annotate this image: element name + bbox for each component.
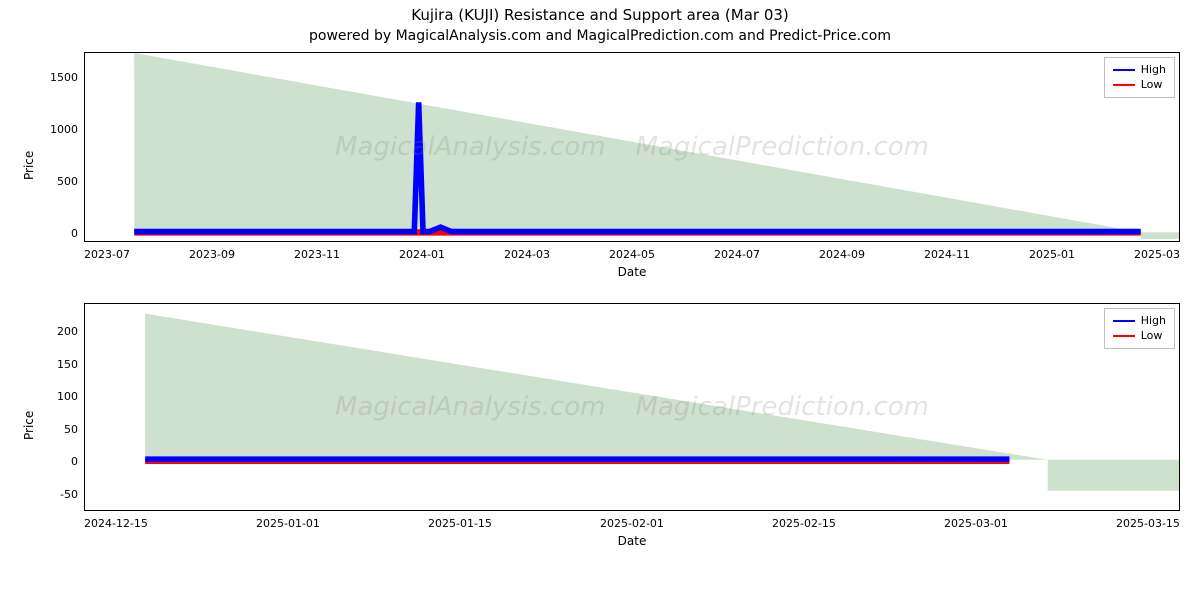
chart-title: Kujira (KUJI) Resistance and Support are… — [0, 6, 1200, 24]
legend-bottom: High Low — [1104, 308, 1175, 349]
ylabel-top: Price — [20, 52, 38, 279]
legend-swatch-low — [1113, 84, 1135, 86]
svg-bottom — [85, 304, 1179, 510]
xlabel-bottom: Date — [84, 534, 1180, 548]
legend-label-high: High — [1141, 62, 1166, 77]
chart-subtitle: powered by MagicalAnalysis.com and Magic… — [0, 28, 1200, 44]
chart-bottom: Price -50050100150200 MagicalAnalysis.co… — [20, 303, 1180, 548]
xticks-bottom: 2024-12-152025-01-012025-01-152025-02-01… — [84, 517, 1180, 530]
legend-label-high-b: High — [1141, 313, 1166, 328]
plot-area-top: MagicalAnalysis.com MagicalPrediction.co… — [84, 52, 1180, 242]
legend-swatch-high-b — [1113, 320, 1135, 322]
legend-label-low-b: Low — [1141, 328, 1163, 343]
legend-swatch-high — [1113, 69, 1135, 71]
xlabel-top: Date — [84, 265, 1180, 279]
ylabel-bottom: Price — [20, 303, 38, 548]
chart-top: Price 050010001500 MagicalAnalysis.com M… — [20, 52, 1180, 279]
yticks-bottom: -50050100150200 — [38, 303, 84, 511]
yticks-top: 050010001500 — [38, 52, 84, 242]
xticks-top: 2023-072023-092023-112024-012024-032024-… — [84, 248, 1180, 261]
legend-label-low: Low — [1141, 77, 1163, 92]
legend-item-high: High — [1113, 62, 1166, 77]
plot-area-bottom: MagicalAnalysis.com MagicalPrediction.co… — [84, 303, 1180, 511]
legend-item-low-b: Low — [1113, 328, 1166, 343]
legend-swatch-low-b — [1113, 335, 1135, 337]
legend-item-high-b: High — [1113, 313, 1166, 328]
legend-top: High Low — [1104, 57, 1175, 98]
svg-top — [85, 53, 1179, 241]
legend-item-low: Low — [1113, 77, 1166, 92]
